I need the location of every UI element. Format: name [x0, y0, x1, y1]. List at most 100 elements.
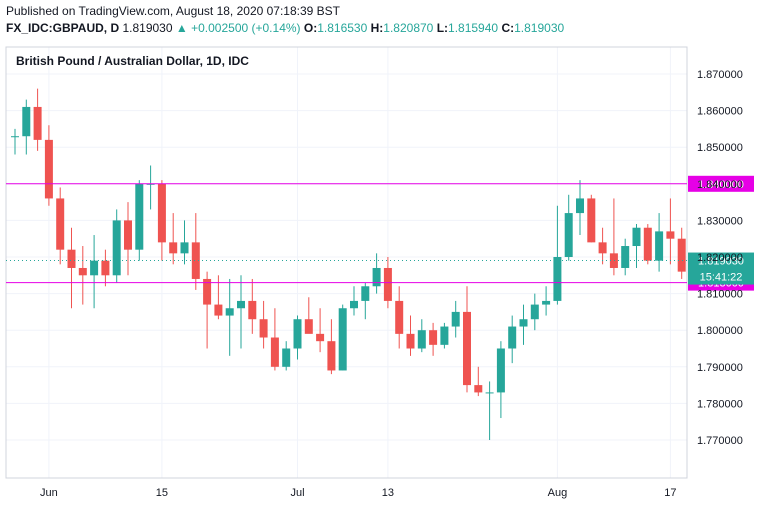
candle-body: [451, 311, 460, 327]
candle-up: [564, 194, 573, 261]
candle-body: [11, 136, 19, 138]
candle-up: [135, 180, 144, 261]
y-tick-label: 1.850000: [697, 142, 743, 154]
candle-down: [463, 286, 471, 393]
candle-body: [56, 198, 65, 250]
candle-body: [67, 249, 76, 268]
candle-down: [677, 227, 686, 279]
candle-body: [304, 319, 313, 334]
candle-up: [180, 220, 189, 265]
candle-body: [78, 267, 87, 276]
candle-up: [485, 381, 494, 440]
candle-down: [214, 275, 223, 320]
candle-up: [282, 341, 291, 371]
candle-down: [587, 194, 596, 243]
candle-body: [350, 300, 358, 309]
candle-body: [135, 183, 144, 250]
candle-down: [395, 286, 404, 349]
candle-body: [180, 242, 189, 254]
candle-up: [632, 224, 641, 268]
candle-body: [587, 198, 596, 243]
horizontal-line-label-box: [688, 175, 754, 192]
high-value: 1.820870: [383, 21, 434, 35]
published-info: Published on TradingView.com, August 18,…: [6, 4, 341, 18]
candle-up: [350, 286, 358, 316]
candle-body: [417, 330, 426, 349]
candle-body: [101, 260, 110, 276]
candle-up: [440, 322, 449, 349]
candle-down: [191, 213, 200, 290]
candle-down: [44, 125, 53, 206]
candle-body: [361, 286, 370, 301]
candle-body: [282, 348, 291, 367]
candle-down: [316, 308, 325, 353]
candle-up: [146, 165, 155, 210]
close-value: 1.819030: [514, 21, 565, 35]
candle-body: [33, 106, 42, 140]
y-tick-label: 1.820000: [697, 252, 743, 264]
candle-body: [248, 300, 257, 320]
candle-body: [124, 220, 132, 250]
candle-body: [259, 319, 268, 338]
candle-body: [621, 246, 630, 268]
candle-body: [655, 231, 664, 261]
candle-body: [463, 311, 471, 386]
candle-down: [270, 308, 279, 371]
y-tick-label: 1.770000: [697, 435, 743, 447]
bar-countdown-label: 15:41:22: [700, 272, 743, 284]
time-axis[interactable]: Jun 15 Jul 13 Aug 17: [40, 487, 677, 499]
candle-body: [383, 267, 392, 301]
candle-down: [157, 180, 166, 261]
candle-down: [643, 224, 652, 265]
candle-body: [609, 253, 618, 268]
candle-body: [598, 242, 607, 254]
candle-up: [372, 253, 381, 294]
horizontal-line-label: 1.840000: [698, 179, 744, 191]
candle-body: [474, 385, 483, 393]
candle-body: [237, 300, 245, 309]
candle-body: [327, 341, 336, 371]
candle-up: [338, 304, 347, 371]
candle-up: [237, 275, 245, 349]
candle-down: [203, 271, 212, 349]
x-tick-label: Jul: [290, 487, 304, 499]
y-tick-label: 1.790000: [697, 362, 743, 374]
candle-down: [56, 187, 65, 265]
candle-body: [169, 242, 178, 254]
candle-body: [632, 227, 641, 247]
candle-body: [519, 319, 528, 327]
ohlc-legend: FX_IDC:GBPAUD, D 1.819030 ▲ +0.002500 (+…: [6, 21, 564, 35]
low-value: 1.815940: [448, 21, 499, 35]
last-price-label: 1.819030: [698, 256, 744, 268]
candle-body: [90, 260, 99, 276]
candle-body: [643, 227, 652, 261]
candle-body: [293, 319, 302, 349]
candle-body: [316, 333, 325, 342]
candles: [11, 88, 697, 440]
candle-up: [542, 286, 551, 316]
candle-body: [429, 330, 438, 345]
candle-up: [655, 213, 664, 272]
candle-body: [530, 304, 539, 320]
candle-down: [33, 88, 42, 151]
candle-body: [576, 198, 584, 214]
candle-down: [304, 297, 313, 334]
change-value: +0.002500 (+0.14%): [191, 21, 301, 35]
price-axis[interactable]: 1.770000 1.780000 1.790000 1.800000 1.810000…: [697, 69, 743, 447]
open-label: O:: [303, 21, 318, 35]
candle-body: [22, 106, 31, 137]
symbol-label: FX_IDC:GBPAUD, D: [6, 21, 120, 35]
candle-body: [395, 300, 404, 334]
candle-body: [666, 231, 675, 239]
candle-body: [44, 139, 53, 199]
low-label: L:: [436, 21, 449, 35]
candle-up: [530, 293, 539, 331]
candle-body: [157, 183, 166, 243]
y-tick-label: 1.870000: [697, 69, 743, 81]
candle-up: [576, 180, 584, 236]
plot-frame: [5, 46, 688, 479]
candle-body: [406, 333, 415, 349]
candle-body: [542, 300, 551, 305]
